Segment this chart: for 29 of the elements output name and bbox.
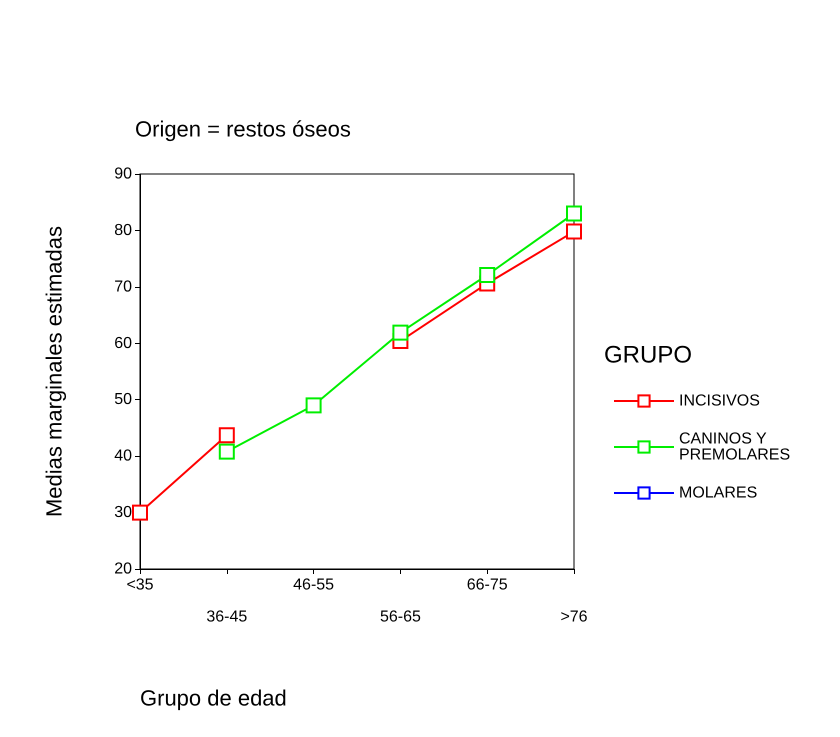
legend-label: CANINOS Y PREMOLARES [679, 430, 790, 464]
point [566, 206, 582, 222]
y-tick-label: 90 [114, 166, 132, 182]
x-tick-label: <35 [126, 576, 154, 594]
point [566, 224, 582, 240]
y-tick-label: 30 [114, 504, 132, 522]
y-axis-title: Medias marginales estimadas [42, 226, 66, 518]
legend-title: GRUPO [604, 342, 692, 368]
x-tick-label: 66-75 [466, 576, 508, 594]
y-tick-label: 20 [114, 560, 132, 578]
x-tick-label: 56-65 [380, 608, 421, 626]
y-tick-label: 60 [114, 334, 132, 352]
legend-label: MOLARES [679, 484, 758, 502]
y-tick-label: 40 [114, 448, 132, 465]
x-tick-label: 46-55 [293, 576, 334, 594]
point [479, 267, 496, 284]
y-tick-label: 80 [114, 222, 132, 239]
point [392, 324, 408, 341]
chart-title: Origen = restos óseos [135, 116, 351, 142]
x-axis-title: Grupo de edad [140, 686, 287, 710]
point [306, 397, 322, 414]
y-tick-label: 50 [114, 391, 132, 408]
point [218, 444, 235, 460]
x-tick-label: >76 [560, 608, 588, 626]
x-tick-label: 36-45 [206, 608, 248, 626]
y-tick-label: 70 [114, 278, 132, 296]
point [218, 427, 235, 444]
point [132, 504, 148, 521]
legend-label: INCISIVOS [679, 392, 760, 410]
